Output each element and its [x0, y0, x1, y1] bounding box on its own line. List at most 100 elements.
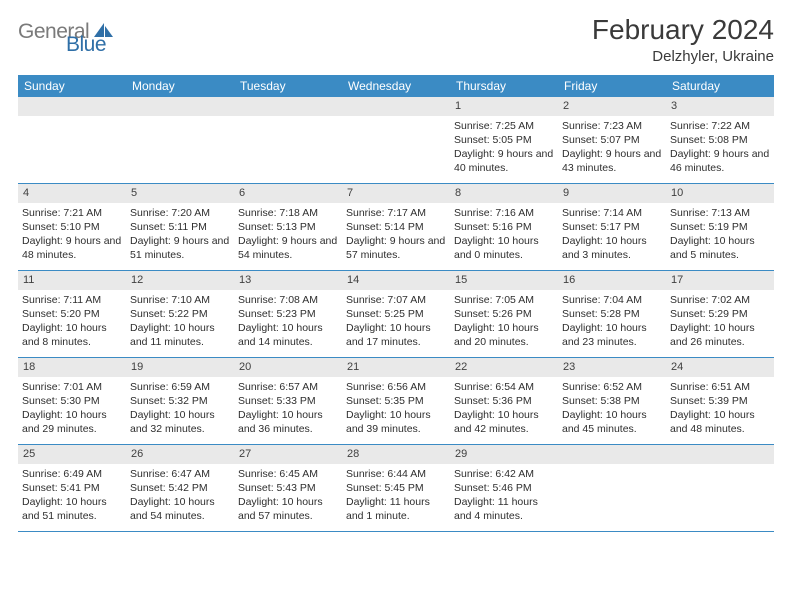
sunrise-line: Sunrise: 7:23 AM [562, 119, 662, 133]
day-content: Sunrise: 6:57 AMSunset: 5:33 PMDaylight:… [238, 380, 338, 437]
day-number-bar: 14 [342, 271, 450, 290]
day-number-bar: 2 [558, 97, 666, 116]
day-cell: 22 Sunrise: 6:54 AMSunset: 5:36 PMDayligh… [450, 358, 558, 444]
day-content: Sunrise: 7:22 AMSunset: 5:08 PMDaylight:… [670, 119, 770, 176]
day-content: Sunrise: 7:17 AMSunset: 5:14 PMDaylight:… [346, 206, 446, 263]
daylight-line: Daylight: 10 hours and 3 minutes. [562, 234, 662, 262]
sunrise-line: Sunrise: 7:01 AM [22, 380, 122, 394]
day-cell: 17Sunrise: 7:02 AMSunset: 5:29 PMDayligh… [666, 271, 774, 357]
day-cell: 10Sunrise: 7:13 AMSunset: 5:19 PMDayligh… [666, 184, 774, 270]
day-cell: 11Sunrise: 7:11 AMSunset: 5:20 PMDayligh… [18, 271, 126, 357]
sunset-line: Sunset: 5:43 PM [238, 481, 338, 495]
sunrise-line: Sunrise: 7:04 AM [562, 293, 662, 307]
day-number-bar: 27 [234, 445, 342, 464]
daylight-line: Daylight: 11 hours and 4 minutes. [454, 495, 554, 523]
sunrise-line: Sunrise: 6:57 AM [238, 380, 338, 394]
sunset-line: Sunset: 5:33 PM [238, 394, 338, 408]
day-content: Sunrise: 7:10 AMSunset: 5:22 PMDaylight:… [130, 293, 230, 350]
sunrise-line: Sunrise: 6:54 AM [454, 380, 554, 394]
daylight-line: Daylight: 10 hours and 48 minutes. [670, 408, 770, 436]
day-content: Sunrise: 6:47 AMSunset: 5:42 PMDaylight:… [130, 467, 230, 524]
sunrise-line: Sunrise: 7:16 AM [454, 206, 554, 220]
location-label: Delzhyler, Ukraine [592, 48, 774, 65]
day-number-bar [234, 97, 342, 116]
weekday-header: Thursday [450, 75, 558, 97]
sunset-line: Sunset: 5:42 PM [130, 481, 230, 495]
daylight-line: Daylight: 10 hours and 14 minutes. [238, 321, 338, 349]
sunset-line: Sunset: 5:32 PM [130, 394, 230, 408]
daylight-line: Daylight: 10 hours and 29 minutes. [22, 408, 122, 436]
calendar-grid: SundayMondayTuesdayWednesdayThursdayFrid… [18, 75, 774, 532]
day-cell: 21Sunrise: 6:56 AMSunset: 5:35 PMDayligh… [342, 358, 450, 444]
day-number-bar: 3 [666, 97, 774, 116]
day-cell: 14Sunrise: 7:07 AMSunset: 5:25 PMDayligh… [342, 271, 450, 357]
day-number-bar: 28 [342, 445, 450, 464]
day-content: Sunrise: 7:14 AMSunset: 5:17 PMDaylight:… [562, 206, 662, 263]
day-cell: 18Sunrise: 7:01 AMSunset: 5:30 PMDayligh… [18, 358, 126, 444]
sunrise-line: Sunrise: 6:42 AM [454, 467, 554, 481]
weekday-header: Saturday [666, 75, 774, 97]
day-cell [234, 97, 342, 183]
day-number-bar: 11 [18, 271, 126, 290]
day-number-bar: 10 [666, 184, 774, 203]
weekday-header: Sunday [18, 75, 126, 97]
daylight-line: Daylight: 10 hours and 54 minutes. [130, 495, 230, 523]
day-content: Sunrise: 6:54 AMSunset: 5:36 PMDaylight:… [454, 380, 554, 437]
day-cell: 4Sunrise: 7:21 AMSunset: 5:10 PMDaylight… [18, 184, 126, 270]
daylight-line: Daylight: 9 hours and 48 minutes. [22, 234, 122, 262]
day-number-bar: 24 [666, 358, 774, 377]
sunset-line: Sunset: 5:35 PM [346, 394, 446, 408]
sunrise-line: Sunrise: 7:02 AM [670, 293, 770, 307]
sunset-line: Sunset: 5:07 PM [562, 133, 662, 147]
week-row: 18Sunrise: 7:01 AMSunset: 5:30 PMDayligh… [18, 358, 774, 445]
daylight-line: Daylight: 9 hours and 46 minutes. [670, 147, 770, 175]
day-content: Sunrise: 7:04 AMSunset: 5:28 PMDaylight:… [562, 293, 662, 350]
day-cell: 23Sunrise: 6:52 AMSunset: 5:38 PMDayligh… [558, 358, 666, 444]
sunset-line: Sunset: 5:26 PM [454, 307, 554, 321]
daylight-line: Daylight: 11 hours and 1 minute. [346, 495, 446, 523]
day-number-bar: 8 [450, 184, 558, 203]
daylight-line: Daylight: 10 hours and 32 minutes. [130, 408, 230, 436]
day-cell: 29Sunrise: 6:42 AMSunset: 5:46 PMDayligh… [450, 445, 558, 531]
sunset-line: Sunset: 5:23 PM [238, 307, 338, 321]
week-row: 4Sunrise: 7:21 AMSunset: 5:10 PMDaylight… [18, 184, 774, 271]
daylight-line: Daylight: 10 hours and 11 minutes. [130, 321, 230, 349]
sunset-line: Sunset: 5:25 PM [346, 307, 446, 321]
daylight-line: Daylight: 10 hours and 20 minutes. [454, 321, 554, 349]
day-number-bar: 5 [126, 184, 234, 203]
day-cell [18, 97, 126, 183]
day-content: Sunrise: 6:52 AMSunset: 5:38 PMDaylight:… [562, 380, 662, 437]
day-number-bar [342, 97, 450, 116]
day-number-bar: 1 [450, 97, 558, 116]
day-cell: 25 Sunrise: 6:49 AMSunset: 5:41 PMDayligh… [18, 445, 126, 531]
weekday-header: Friday [558, 75, 666, 97]
day-number-bar: 22 [450, 358, 558, 377]
sunset-line: Sunset: 5:13 PM [238, 220, 338, 234]
day-number-bar: 25 [18, 445, 126, 464]
sunrise-line: Sunrise: 6:52 AM [562, 380, 662, 394]
sunrise-line: Sunrise: 6:44 AM [346, 467, 446, 481]
daylight-line: Daylight: 9 hours and 57 minutes. [346, 234, 446, 262]
day-content: Sunrise: 7:20 AMSunset: 5:11 PMDaylight:… [130, 206, 230, 263]
day-cell: 3 Sunrise: 7:22 AMSunset: 5:08 PMDaylight… [666, 97, 774, 183]
sunset-line: Sunset: 5:38 PM [562, 394, 662, 408]
sunset-line: Sunset: 5:11 PM [130, 220, 230, 234]
daylight-line: Daylight: 10 hours and 5 minutes. [670, 234, 770, 262]
day-cell [126, 97, 234, 183]
day-content: Sunrise: 6:45 AMSunset: 5:43 PMDaylight:… [238, 467, 338, 524]
day-number-bar: 6 [234, 184, 342, 203]
daylight-line: Daylight: 10 hours and 39 minutes. [346, 408, 446, 436]
day-cell: 13Sunrise: 7:08 AMSunset: 5:23 PMDayligh… [234, 271, 342, 357]
sunrise-line: Sunrise: 7:10 AM [130, 293, 230, 307]
daylight-line: Daylight: 10 hours and 57 minutes. [238, 495, 338, 523]
sunset-line: Sunset: 5:05 PM [454, 133, 554, 147]
sunset-line: Sunset: 5:29 PM [670, 307, 770, 321]
day-content: Sunrise: 7:23 AMSunset: 5:07 PMDaylight:… [562, 119, 662, 176]
day-number-bar [558, 445, 666, 464]
sunset-line: Sunset: 5:14 PM [346, 220, 446, 234]
sunrise-line: Sunrise: 7:11 AM [22, 293, 122, 307]
weekday-header: Wednesday [342, 75, 450, 97]
weekday-header: Monday [126, 75, 234, 97]
day-number-bar: 4 [18, 184, 126, 203]
day-content: Sunrise: 6:49 AMSunset: 5:41 PMDaylight:… [22, 467, 122, 524]
